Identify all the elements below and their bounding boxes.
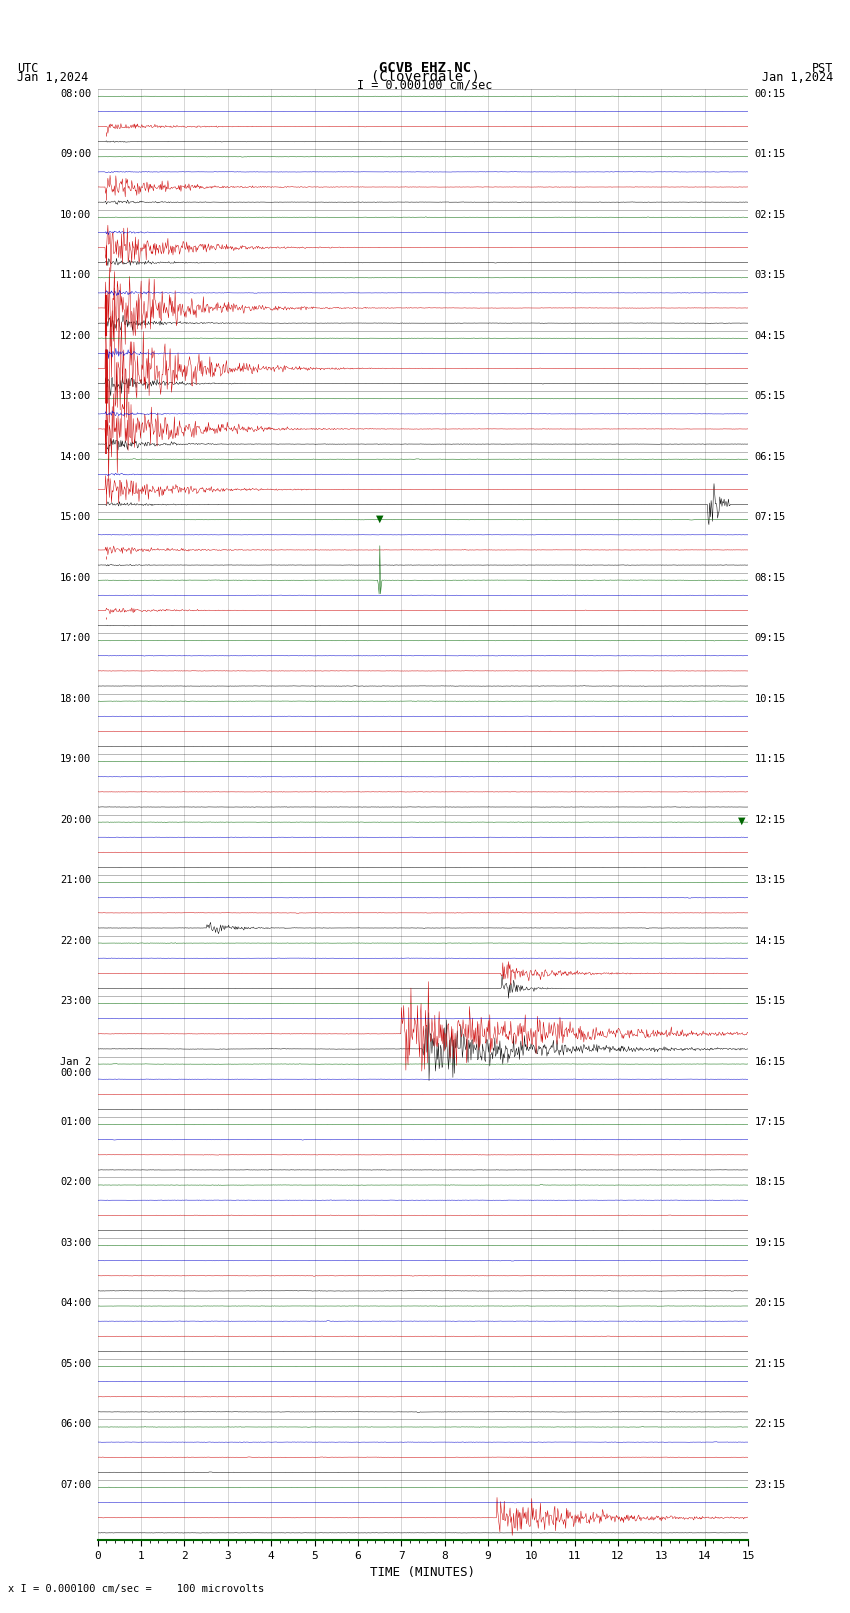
Text: 16:00: 16:00 [60, 573, 91, 582]
Text: 01:00: 01:00 [60, 1118, 91, 1127]
Text: Jan 2
00:00: Jan 2 00:00 [60, 1057, 91, 1077]
Text: 03:00: 03:00 [60, 1239, 91, 1248]
Text: 15:00: 15:00 [60, 513, 91, 523]
Text: PST: PST [812, 61, 833, 76]
Text: 15:15: 15:15 [755, 997, 785, 1007]
Text: (Cloverdale ): (Cloverdale ) [371, 69, 479, 84]
Text: 06:00: 06:00 [60, 1419, 91, 1429]
Text: 14:00: 14:00 [60, 452, 91, 461]
Text: 04:15: 04:15 [755, 331, 785, 340]
Text: 03:15: 03:15 [755, 271, 785, 281]
Text: 18:15: 18:15 [755, 1177, 785, 1187]
Text: ▼: ▼ [738, 816, 745, 826]
Text: 19:00: 19:00 [60, 755, 91, 765]
Text: 17:15: 17:15 [755, 1118, 785, 1127]
Text: 01:15: 01:15 [755, 150, 785, 160]
Text: 07:15: 07:15 [755, 513, 785, 523]
Text: 17:00: 17:00 [60, 634, 91, 644]
Text: 02:00: 02:00 [60, 1177, 91, 1187]
Text: 09:15: 09:15 [755, 634, 785, 644]
Text: 11:15: 11:15 [755, 755, 785, 765]
Text: 07:00: 07:00 [60, 1481, 91, 1490]
Text: 13:00: 13:00 [60, 392, 91, 402]
Text: 13:15: 13:15 [755, 876, 785, 886]
Text: I = 0.000100 cm/sec: I = 0.000100 cm/sec [357, 79, 493, 92]
Text: Jan 1,2024: Jan 1,2024 [762, 71, 833, 84]
Text: 11:00: 11:00 [60, 271, 91, 281]
Text: 10:00: 10:00 [60, 210, 91, 219]
Text: 23:15: 23:15 [755, 1481, 785, 1490]
Text: 21:00: 21:00 [60, 876, 91, 886]
Text: 21:15: 21:15 [755, 1358, 785, 1369]
Text: 22:15: 22:15 [755, 1419, 785, 1429]
Text: 20:00: 20:00 [60, 815, 91, 824]
Text: 12:15: 12:15 [755, 815, 785, 824]
Text: 19:15: 19:15 [755, 1239, 785, 1248]
Text: 09:00: 09:00 [60, 150, 91, 160]
Text: 22:00: 22:00 [60, 936, 91, 945]
Text: 08:15: 08:15 [755, 573, 785, 582]
Text: 23:00: 23:00 [60, 997, 91, 1007]
Text: UTC: UTC [17, 61, 38, 76]
Text: 14:15: 14:15 [755, 936, 785, 945]
Text: GCVB EHZ NC: GCVB EHZ NC [379, 61, 471, 76]
Text: 16:15: 16:15 [755, 1057, 785, 1066]
X-axis label: TIME (MINUTES): TIME (MINUTES) [371, 1566, 475, 1579]
Text: 04:00: 04:00 [60, 1298, 91, 1308]
Text: 05:00: 05:00 [60, 1358, 91, 1369]
Text: 05:15: 05:15 [755, 392, 785, 402]
Text: 12:00: 12:00 [60, 331, 91, 340]
Text: 20:15: 20:15 [755, 1298, 785, 1308]
Text: 08:00: 08:00 [60, 89, 91, 98]
Text: 02:15: 02:15 [755, 210, 785, 219]
Text: 06:15: 06:15 [755, 452, 785, 461]
Text: ▼: ▼ [376, 513, 383, 524]
Text: 00:15: 00:15 [755, 89, 785, 98]
Text: 10:15: 10:15 [755, 694, 785, 703]
Text: 18:00: 18:00 [60, 694, 91, 703]
Text: Jan 1,2024: Jan 1,2024 [17, 71, 88, 84]
Text: x I = 0.000100 cm/sec =    100 microvolts: x I = 0.000100 cm/sec = 100 microvolts [8, 1584, 264, 1594]
